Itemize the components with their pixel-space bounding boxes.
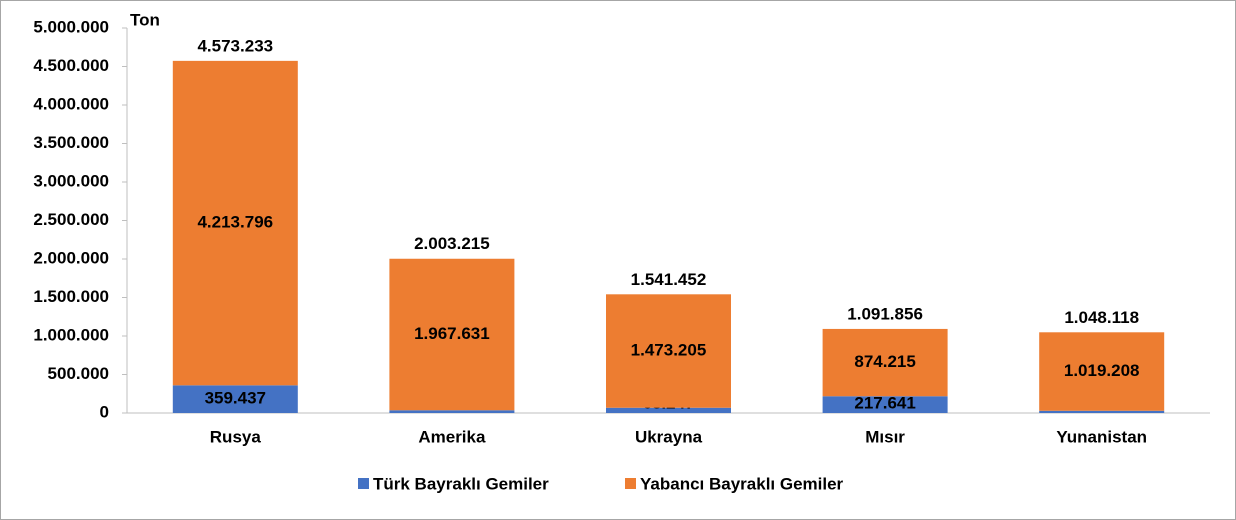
data-label: 1.473.205 [631,341,707,360]
y-tick-label: 0 [100,402,109,421]
y-tick-label: 4.000.000 [33,94,109,113]
bar-segment [389,258,515,411]
total-label: 4.573.233 [197,36,273,55]
total-label: 1.541.452 [631,270,707,289]
legend-label: Yabancı Bayraklı Gemiler [640,474,844,493]
legend-label: Türk Bayraklı Gemiler [373,474,549,493]
total-label: 2.003.215 [414,234,490,253]
bar-segment [606,294,731,408]
bar-segment [1039,410,1165,413]
data-label: 1.019.208 [1064,361,1140,380]
y-axis-label: Ton [130,10,160,29]
bar-segment [172,385,298,413]
x-tick-label: Mısır [865,427,905,446]
y-tick-label: 1.500.000 [33,287,109,306]
bar-segment [822,396,948,413]
data-label: 359.437 [205,389,266,408]
y-tick-label: 2.500.000 [33,210,109,229]
bar-segment [1039,332,1165,411]
legend-swatch [625,478,636,489]
y-tick-label: 5.000.000 [33,17,109,36]
y-tick-label: 3.500.000 [33,133,109,152]
x-tick-label: Rusya [210,427,262,446]
bar-segment [389,410,515,413]
y-tick-label: 2.000.000 [33,248,109,267]
y-tick-label: 4.500.000 [33,56,109,75]
x-tick-label: Yunanistan [1056,427,1147,446]
data-label: 217.641 [854,393,915,412]
legend-swatch [358,478,369,489]
y-tick-label: 500.000 [48,364,109,383]
data-label: 1.967.631 [414,324,490,343]
total-label: 1.048.118 [1064,308,1139,327]
y-tick-label: 3.000.000 [33,171,109,190]
data-label: 4.213.796 [197,213,273,232]
bar-segment [822,328,948,397]
x-tick-label: Ukrayna [635,427,703,446]
bar-segment [606,407,731,413]
data-label: 874.215 [854,352,915,371]
y-tick-label: 1.000.000 [33,325,109,344]
x-tick-label: Amerika [418,427,486,446]
total-label: 1.091.856 [847,304,923,323]
bar-segment [172,60,298,386]
